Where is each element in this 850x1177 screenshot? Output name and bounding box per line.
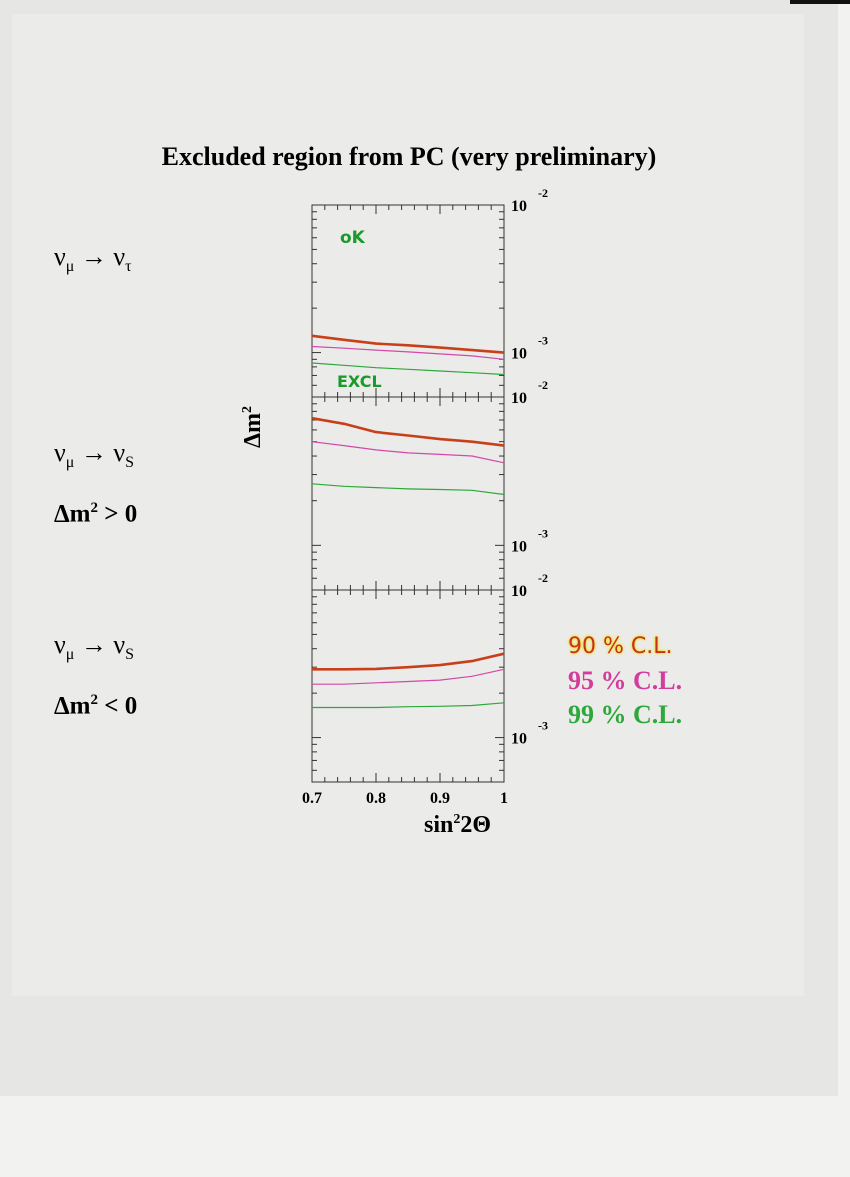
legend-90cl: 90 % C.L. <box>568 634 673 659</box>
panel2-channel-label: νμ → νS <box>54 438 135 472</box>
legend-99cl: 99 % C.L. <box>568 700 683 729</box>
note-excl: EXCL <box>337 372 382 391</box>
top-edge-bar <box>790 0 850 4</box>
y-tick-exp-mid: -3 <box>538 526 548 540</box>
series-line-3-3 <box>312 702 505 709</box>
y-tick-label-top: 10 <box>511 198 527 215</box>
panel-3-frame <box>311 589 505 783</box>
panel1-channel-label: νμ → ντ <box>54 242 132 276</box>
series-line-1-2 <box>311 345 505 360</box>
y-tick-exp-top: -2 <box>538 571 548 585</box>
y-tick-exp-top: -2 <box>538 378 548 392</box>
panel3-channel-label: νμ → νS <box>54 630 135 664</box>
y-tick-exp-top: -2 <box>538 186 548 200</box>
y-tick-label-top: 10 <box>511 583 527 600</box>
scanned-sheet <box>0 0 838 1096</box>
y-tick-label-mid: 10 <box>511 346 527 363</box>
x-tick-label: 0.9 <box>430 790 450 807</box>
sheet-inner <box>12 14 804 996</box>
series-line-2-2 <box>311 441 505 464</box>
series-line-2-1 <box>311 416 505 447</box>
legend: 90 % C.L. 95 % C.L. 99 % C.L. <box>568 630 682 732</box>
note-ok: oK <box>340 228 366 248</box>
y-axis-label: Δm2 <box>240 405 266 448</box>
y-tick-exp-mid: -3 <box>538 719 548 733</box>
x-tick-label: 1 <box>500 790 508 807</box>
y-tick-exp-mid: -3 <box>538 334 548 348</box>
y-tick-label-mid: 10 <box>511 538 527 555</box>
panel-2-frame <box>311 396 505 591</box>
y-tick-label-mid: 10 <box>511 731 527 748</box>
series-line-3-1 <box>312 652 505 671</box>
panel2-condition-label: Δm2 > 0 <box>54 500 138 528</box>
x-axis-label: sin22Θ <box>424 812 492 838</box>
y-tick-label-top: 10 <box>511 390 527 407</box>
series-line-1-1 <box>311 334 505 354</box>
legend-95cl: 95 % C.L. <box>568 666 683 695</box>
x-tick-label: 0.8 <box>366 790 386 807</box>
chart-title: Excluded region from PC (very preliminar… <box>161 142 657 171</box>
panel3-condition-label: Δm2 < 0 <box>54 692 138 720</box>
x-tick-label: 0.7 <box>302 790 322 807</box>
series-line-3-2 <box>312 668 505 685</box>
series-line-1-3 <box>311 362 505 376</box>
series-line-2-3 <box>311 483 505 496</box>
